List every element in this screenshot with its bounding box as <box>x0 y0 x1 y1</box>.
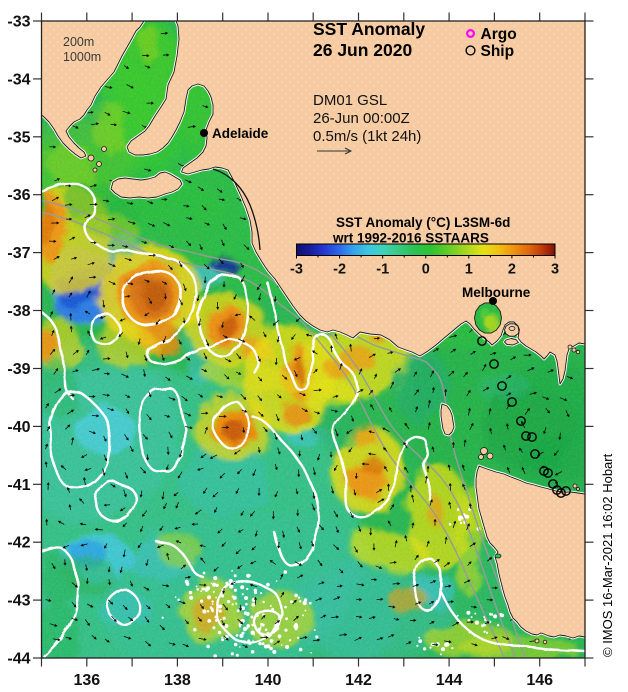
svg-text:-2: -2 <box>333 262 346 278</box>
svg-text:138: 138 <box>164 672 191 689</box>
svg-text:SST Anomaly (°C) L3SM-6d: SST Anomaly (°C) L3SM-6d <box>336 215 510 230</box>
svg-text:-39: -39 <box>7 361 30 378</box>
svg-text:-3: -3 <box>290 262 303 278</box>
svg-text:© IMOS 16-Mar-2021 16:02 Hobar: © IMOS 16-Mar-2021 16:02 Hobart <box>600 453 615 657</box>
svg-text:200m: 200m <box>63 35 94 49</box>
svg-text:26 Jun 2020: 26 Jun 2020 <box>313 40 412 60</box>
svg-text:0.5m/s (1kt 24h): 0.5m/s (1kt 24h) <box>313 128 421 145</box>
svg-text:142: 142 <box>345 672 372 689</box>
svg-text:-1: -1 <box>376 262 389 278</box>
svg-text:wrt 1992-2016 SSTAARS: wrt 1992-2016 SSTAARS <box>332 231 489 246</box>
svg-text:26-Jun 00:00Z: 26-Jun 00:00Z <box>313 110 410 127</box>
svg-text:-33: -33 <box>7 14 30 31</box>
svg-text:-36: -36 <box>7 187 30 204</box>
svg-text:-38: -38 <box>7 303 30 320</box>
svg-text:2: 2 <box>508 262 516 278</box>
svg-text:-35: -35 <box>7 129 30 146</box>
svg-text:-44: -44 <box>7 651 30 668</box>
svg-text:-43: -43 <box>7 593 30 610</box>
svg-text:Ship: Ship <box>481 43 515 60</box>
svg-text:SST Anomaly: SST Anomaly <box>313 19 425 39</box>
svg-text:Argo: Argo <box>481 26 517 43</box>
svg-text:1: 1 <box>465 262 473 278</box>
svg-text:-41: -41 <box>7 477 30 494</box>
svg-text:140: 140 <box>255 672 282 689</box>
svg-text:0: 0 <box>422 262 430 278</box>
svg-text:-40: -40 <box>7 419 30 436</box>
svg-text:1000m: 1000m <box>63 50 101 64</box>
svg-text:3: 3 <box>551 262 559 278</box>
svg-text:DM01 GSL: DM01 GSL <box>313 92 387 109</box>
svg-text:146: 146 <box>526 672 553 689</box>
svg-text:136: 136 <box>73 672 100 689</box>
svg-text:-37: -37 <box>7 245 30 262</box>
svg-text:-42: -42 <box>7 535 30 552</box>
svg-text:144: 144 <box>436 672 463 689</box>
svg-text:Melbourne: Melbourne <box>462 285 531 300</box>
svg-text:-34: -34 <box>7 71 30 88</box>
svg-text:Adelaide: Adelaide <box>212 126 269 141</box>
